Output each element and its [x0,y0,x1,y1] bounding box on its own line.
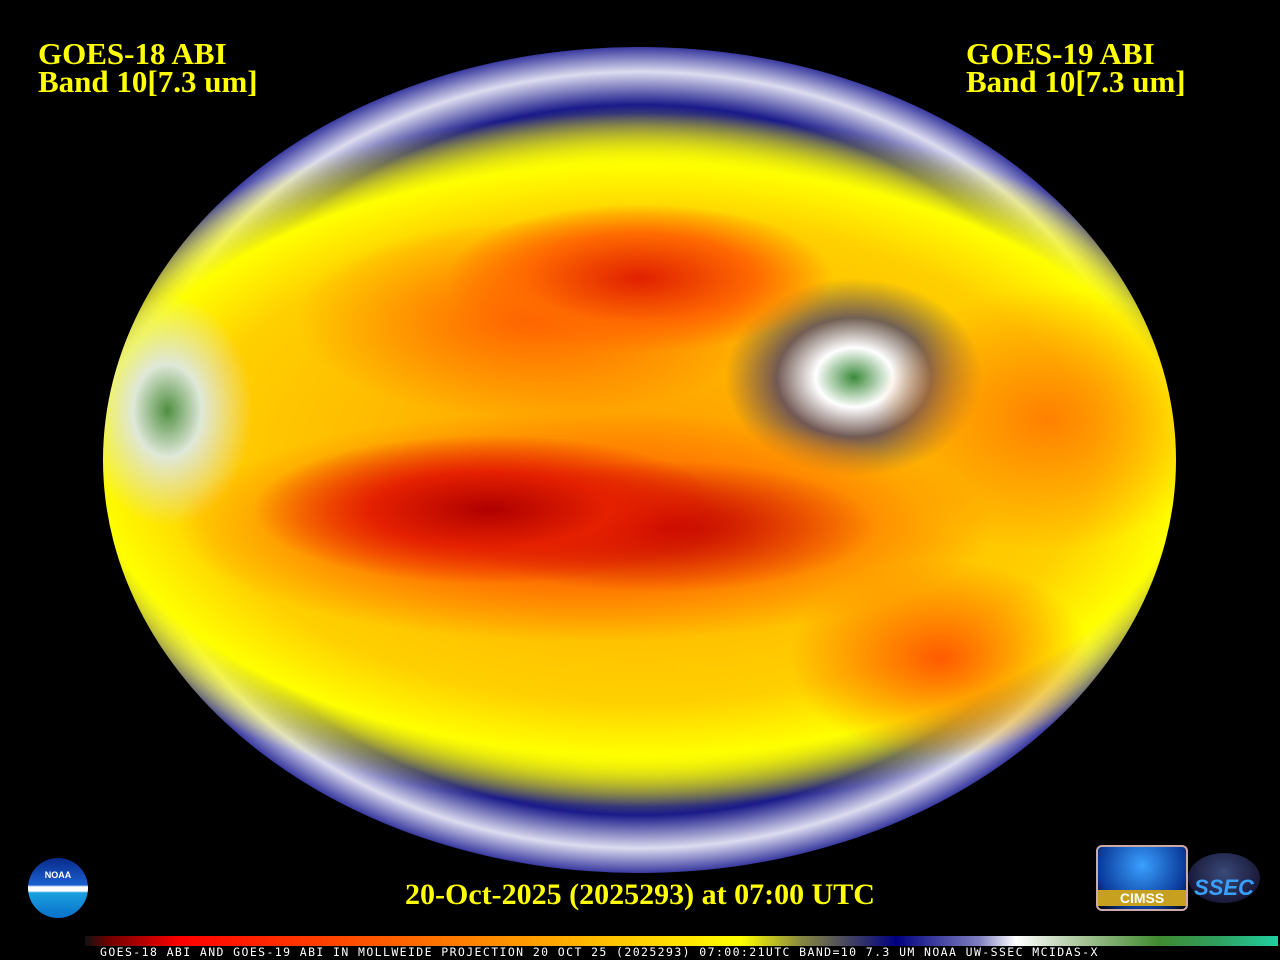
noaa-logo: NOAA [28,858,88,918]
right-title-line1: GOES-19 ABI [966,36,1155,71]
mollweide-globe-imagery [103,47,1176,873]
left-title-line1: GOES-18 ABI [38,36,227,71]
right-satellite-title: GOES-19 ABI Band 10[7.3 um] [966,36,1186,99]
left-title-line2: Band 10[7.3 um] [38,64,258,99]
ssec-logo-text: SSEC [1194,875,1254,900]
left-satellite-title: GOES-18 ABI Band 10[7.3 um] [38,36,258,99]
ssec-logo: SSEC [1188,853,1260,903]
color-scale-bar [85,936,1278,946]
image-caption: GOES-18 ABI AND GOES-19 ABI IN MOLLWEIDE… [100,945,1099,959]
noaa-logo-text: NOAA [44,870,72,880]
image-date: 20-Oct-2025 (2025293) at 07:00 UTC [405,878,875,911]
cimss-logo-text: CIMSS [1098,890,1186,906]
cimss-logo: CIMSS [1096,845,1188,911]
right-title-line2: Band 10[7.3 um] [966,64,1186,99]
